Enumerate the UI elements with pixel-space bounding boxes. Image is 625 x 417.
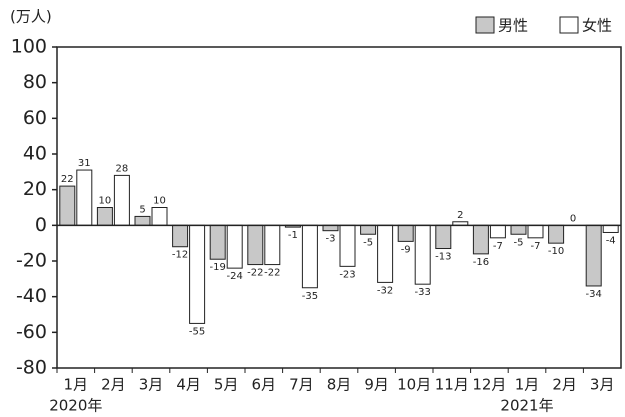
value-label: -1 bbox=[288, 230, 298, 241]
x-tick-label: 3月 bbox=[590, 376, 615, 394]
y-tick-label: 60 bbox=[23, 107, 47, 129]
value-label: -12 bbox=[172, 250, 188, 261]
value-label: -4 bbox=[606, 235, 616, 246]
legend-swatch bbox=[559, 16, 579, 34]
value-label: -13 bbox=[435, 252, 451, 263]
x-tick-label: 2月 bbox=[552, 376, 577, 394]
bar bbox=[489, 224, 506, 239]
value-label: -5 bbox=[363, 237, 373, 248]
value-label: 10 bbox=[99, 196, 112, 207]
y-tick-label: -40 bbox=[16, 285, 47, 307]
value-label: 28 bbox=[116, 163, 129, 174]
y-tick-label: 100 bbox=[11, 36, 47, 58]
bar bbox=[414, 224, 431, 285]
value-label: -35 bbox=[302, 291, 318, 302]
y-tick-label: 80 bbox=[23, 71, 47, 93]
value-label: -33 bbox=[415, 287, 431, 298]
legend-swatch bbox=[475, 16, 495, 34]
value-label: -22 bbox=[247, 268, 263, 279]
x-tick-label: 8月 bbox=[327, 376, 352, 394]
bar bbox=[96, 207, 113, 226]
bar bbox=[189, 224, 206, 324]
bar bbox=[172, 224, 189, 248]
bar bbox=[209, 224, 226, 260]
bar bbox=[585, 224, 602, 287]
value-label: -22 bbox=[264, 268, 280, 279]
bar bbox=[226, 224, 243, 269]
value-label: -55 bbox=[189, 326, 205, 337]
value-label: 22 bbox=[61, 174, 74, 185]
bar bbox=[360, 224, 377, 235]
bar bbox=[339, 224, 356, 267]
x-tick-label: 1月 bbox=[64, 376, 89, 394]
value-label: 31 bbox=[78, 158, 91, 169]
value-label: 0 bbox=[570, 213, 576, 224]
x-tick-label: 11月 bbox=[435, 376, 469, 394]
bar bbox=[59, 185, 76, 226]
value-label: -34 bbox=[586, 289, 602, 300]
value-label: -24 bbox=[227, 271, 243, 282]
value-label: 5 bbox=[139, 204, 145, 215]
y-tick-label: 0 bbox=[35, 214, 47, 236]
x-tick-label: 3月 bbox=[139, 376, 164, 394]
x-tick-label: 4月 bbox=[176, 376, 201, 394]
x-tick-label: 10月 bbox=[397, 376, 431, 394]
bar bbox=[397, 224, 414, 242]
x-tick-label: 5月 bbox=[214, 376, 239, 394]
x-tick-label: 1月 bbox=[515, 376, 540, 394]
value-label: -5 bbox=[514, 237, 524, 248]
x-tick-label: 6月 bbox=[252, 376, 277, 394]
x-tick-label: 2月 bbox=[101, 376, 126, 394]
legend-label: 女性 bbox=[582, 17, 612, 35]
x-tick-label: 7月 bbox=[289, 376, 314, 394]
plot-frame bbox=[56, 46, 622, 369]
y-axis-label: (万人) bbox=[10, 8, 52, 26]
bar bbox=[247, 224, 264, 266]
x-tick-label: 9月 bbox=[364, 376, 389, 394]
y-tick-label: 20 bbox=[23, 178, 47, 200]
value-label: -32 bbox=[377, 285, 393, 296]
year-label: 2020年 bbox=[49, 397, 102, 415]
y-tick-label: 40 bbox=[23, 143, 47, 165]
bar bbox=[527, 224, 544, 239]
bar bbox=[134, 215, 151, 226]
bar bbox=[322, 224, 339, 232]
value-label: -19 bbox=[210, 262, 226, 273]
x-tick-label: 12月 bbox=[472, 376, 506, 394]
legend-label: 男性 bbox=[498, 17, 528, 35]
bar bbox=[301, 224, 318, 289]
year-label: 2021年 bbox=[500, 397, 553, 415]
value-label: -7 bbox=[531, 241, 541, 252]
bar bbox=[602, 224, 619, 233]
value-label: -7 bbox=[493, 241, 503, 252]
value-label: -9 bbox=[401, 244, 411, 255]
value-label: -23 bbox=[339, 269, 355, 280]
bar bbox=[76, 169, 93, 226]
bar bbox=[510, 224, 527, 235]
value-label: -3 bbox=[326, 234, 336, 245]
value-label: 2 bbox=[457, 210, 463, 221]
value-label: -16 bbox=[473, 257, 489, 268]
y-tick-label: -60 bbox=[16, 321, 47, 343]
bar bbox=[113, 174, 130, 226]
bar bbox=[472, 224, 489, 255]
bar bbox=[435, 224, 452, 250]
bar bbox=[548, 224, 565, 244]
y-tick-label: -20 bbox=[16, 250, 47, 272]
bar bbox=[151, 207, 168, 226]
value-label: -10 bbox=[548, 246, 564, 257]
bar bbox=[377, 224, 394, 283]
bar bbox=[264, 224, 281, 266]
y-tick-label: -80 bbox=[16, 357, 47, 379]
value-label: 10 bbox=[153, 196, 166, 207]
